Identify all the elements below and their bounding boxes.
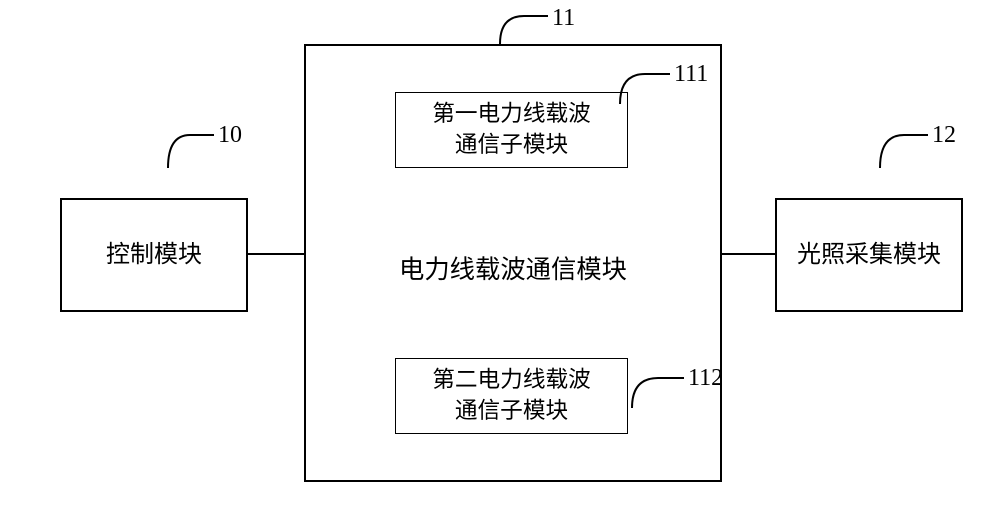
plc-submodule-2-box: 第二电力线载波 通信子模块 [395,358,628,434]
ref-12: 12 [932,122,956,149]
plc-module-title: 电力线载波通信模块 [304,250,722,286]
diagram-canvas: 控制模块 电力线载波通信模块 第一电力线载波 通信子模块 第二电力线载波 通信子… [0,0,1000,521]
plc-submodule-2-label: 第二电力线载波 通信子模块 [432,365,591,426]
ref-10: 10 [218,122,242,149]
leader-10-icon [163,130,219,173]
plc-sub1-line1: 第一电力线载波 [432,101,591,126]
ref-11: 11 [552,5,575,32]
connector-left-center [248,253,304,255]
light-collection-module-box: 光照采集模块 [775,198,963,312]
plc-sub2-line1: 第二电力线载波 [432,367,591,392]
plc-sub1-line2: 通信子模块 [455,132,568,157]
plc-submodule-1-box: 第一电力线载波 通信子模块 [395,92,628,168]
plc-sub2-line2: 通信子模块 [455,398,568,423]
ref-111: 111 [674,61,708,88]
plc-submodule-1-label: 第一电力线载波 通信子模块 [432,99,591,160]
light-collection-module-label: 光照采集模块 [797,239,941,271]
leader-12-icon [875,130,933,173]
control-module-label: 控制模块 [106,239,202,271]
connector-center-right [722,253,775,255]
ref-112: 112 [688,365,723,392]
control-module-box: 控制模块 [60,198,248,312]
